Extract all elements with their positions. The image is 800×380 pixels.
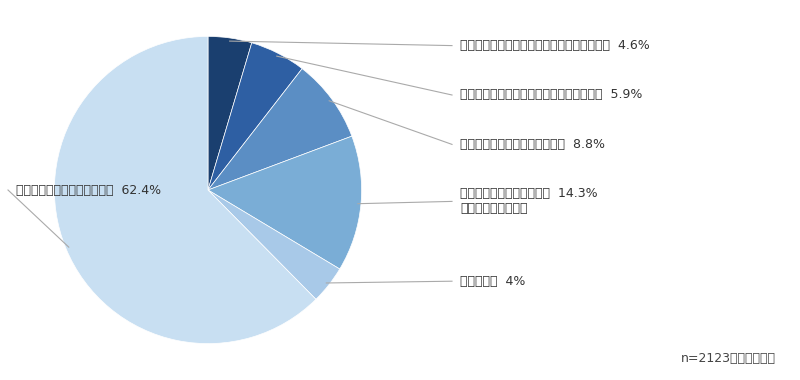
Text: 継続的に携わっている（３カ月に１回程度）  4.6%: 継続的に携わっている（３カ月に１回程度） 4.6% bbox=[460, 39, 650, 52]
Wedge shape bbox=[208, 43, 302, 190]
Wedge shape bbox=[208, 136, 362, 269]
Wedge shape bbox=[208, 69, 352, 190]
Text: 日常的に（毎月）携わっている  8.8%: 日常的に（毎月）携わっている 8.8% bbox=[460, 138, 605, 151]
Text: n=2123（単一回答）: n=2123（単一回答） bbox=[681, 352, 776, 365]
Wedge shape bbox=[208, 36, 252, 190]
Text: 過去に携わったことがある  14.3%
（数年に１回程度）: 過去に携わったことがある 14.3% （数年に１回程度） bbox=[460, 187, 598, 215]
Text: 分からない  4%: 分からない 4% bbox=[460, 275, 526, 288]
Wedge shape bbox=[54, 36, 316, 344]
Text: 携わったことがほとんどない  62.4%: 携わったことがほとんどない 62.4% bbox=[16, 184, 161, 196]
Text: 継続的に携わっている（半年に１回程度）  5.9%: 継続的に携わっている（半年に１回程度） 5.9% bbox=[460, 89, 642, 101]
Wedge shape bbox=[208, 190, 340, 299]
